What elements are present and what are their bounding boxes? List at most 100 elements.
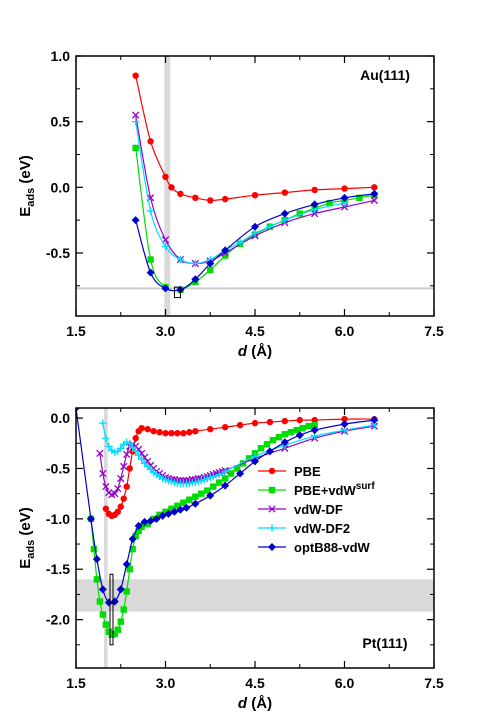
data-point [269,437,277,444]
y-tick-label: 0.5 [51,114,71,130]
data-point [120,462,128,471]
y-axis-subscript: ads [25,188,37,207]
data-point [102,505,110,512]
data-point [162,173,169,181]
reference-vband [104,408,108,668]
panel-1: 1.5 3.0 4.5 6.0 7.5 1.0 0.5 0.0 -0.5 d (Å) Eads (e… [17,48,444,360]
x-axis-unit: (Å) [247,343,272,360]
data-point [370,196,378,205]
data-point [128,535,137,544]
data-point [92,555,101,564]
data-point [186,428,193,436]
data-point [132,532,139,540]
data-point [114,508,121,515]
data-point [99,469,107,478]
data-point [281,431,289,438]
data-point [311,209,319,218]
y-axis-main: E [17,207,34,217]
data-point [206,259,215,268]
data-point [245,455,253,462]
legend-marker [268,486,276,494]
data-point [105,442,113,450]
data-point [251,191,259,199]
legend-item: optB88-vdW [258,540,371,555]
data-point [174,429,181,437]
data-point [192,427,199,435]
data-point [102,621,110,628]
legend-marker [268,543,276,551]
data-point [207,425,214,433]
data-point [287,428,294,436]
data-point [293,426,300,434]
data-point [168,429,175,437]
legend-label: PBE [294,464,321,479]
legend: PBE PBE+vdWsurf vdW-DF vdW-DF2 optB88-vdW [258,464,375,555]
series-optb88-vdw [131,189,379,294]
data-point [180,429,187,437]
data-point [280,209,289,218]
data-point [251,222,259,231]
data-point [192,194,199,202]
y-axis-subscript: ads [25,540,37,559]
data-point [93,576,101,583]
data-point [122,560,131,569]
x-axis-label: d (Å) [238,695,272,712]
x-tick-label: 4.5 [245,323,265,339]
data-point [132,72,139,79]
data-point [126,566,133,573]
data-point [132,111,140,119]
data-point [192,493,199,500]
data-point [135,527,142,535]
data-point [150,427,157,435]
data-point [146,207,155,215]
data-point [177,190,184,198]
data-point [216,479,223,486]
data-point [221,481,230,490]
legend-label: PBE+vdWsurf [294,481,375,498]
x-tick-label: 3.0 [156,675,176,691]
x-axis-variable: d [238,695,248,712]
data-point [310,200,319,209]
data-point [236,238,244,247]
x-tick-label: 6.0 [335,323,355,339]
reference-vband [164,56,171,316]
data-point [156,428,163,436]
data-point [191,259,200,268]
data-point [236,469,245,478]
data-point [281,216,289,224]
x-tick-label: 7.5 [424,323,444,339]
data-point [227,470,235,477]
data-point [132,144,139,152]
legend-item: vdW-DF2 [258,521,350,536]
data-point [76,408,80,412]
legend-item: PBE [258,464,321,479]
data-point [281,189,289,196]
data-point [162,429,169,437]
data-point [123,450,131,459]
data-point [186,496,193,503]
plot-frame [75,55,435,317]
data-point [209,472,217,481]
x-tick-label: 1.5 [66,675,86,691]
data-point [116,585,125,594]
data-point [126,439,134,447]
series-line [135,147,375,292]
data-point [215,470,223,479]
series-line [135,75,375,202]
data-point [147,256,154,263]
data-point [131,216,140,225]
data-point [137,455,146,464]
data-point [182,503,191,512]
data-point [311,421,318,429]
data-point [104,598,113,607]
data-point [221,246,230,255]
y-tick-label: 1.0 [51,48,71,64]
x-tick-label: 7.5 [424,675,444,691]
data-point [134,451,143,460]
x-axis-label: d (Å) [238,343,272,360]
legend-item: PBE+vdWsurf [258,481,375,498]
data-point [161,284,170,293]
data-point [144,520,151,528]
legend-label: vdW-DF2 [294,521,350,536]
data-point [152,514,161,523]
